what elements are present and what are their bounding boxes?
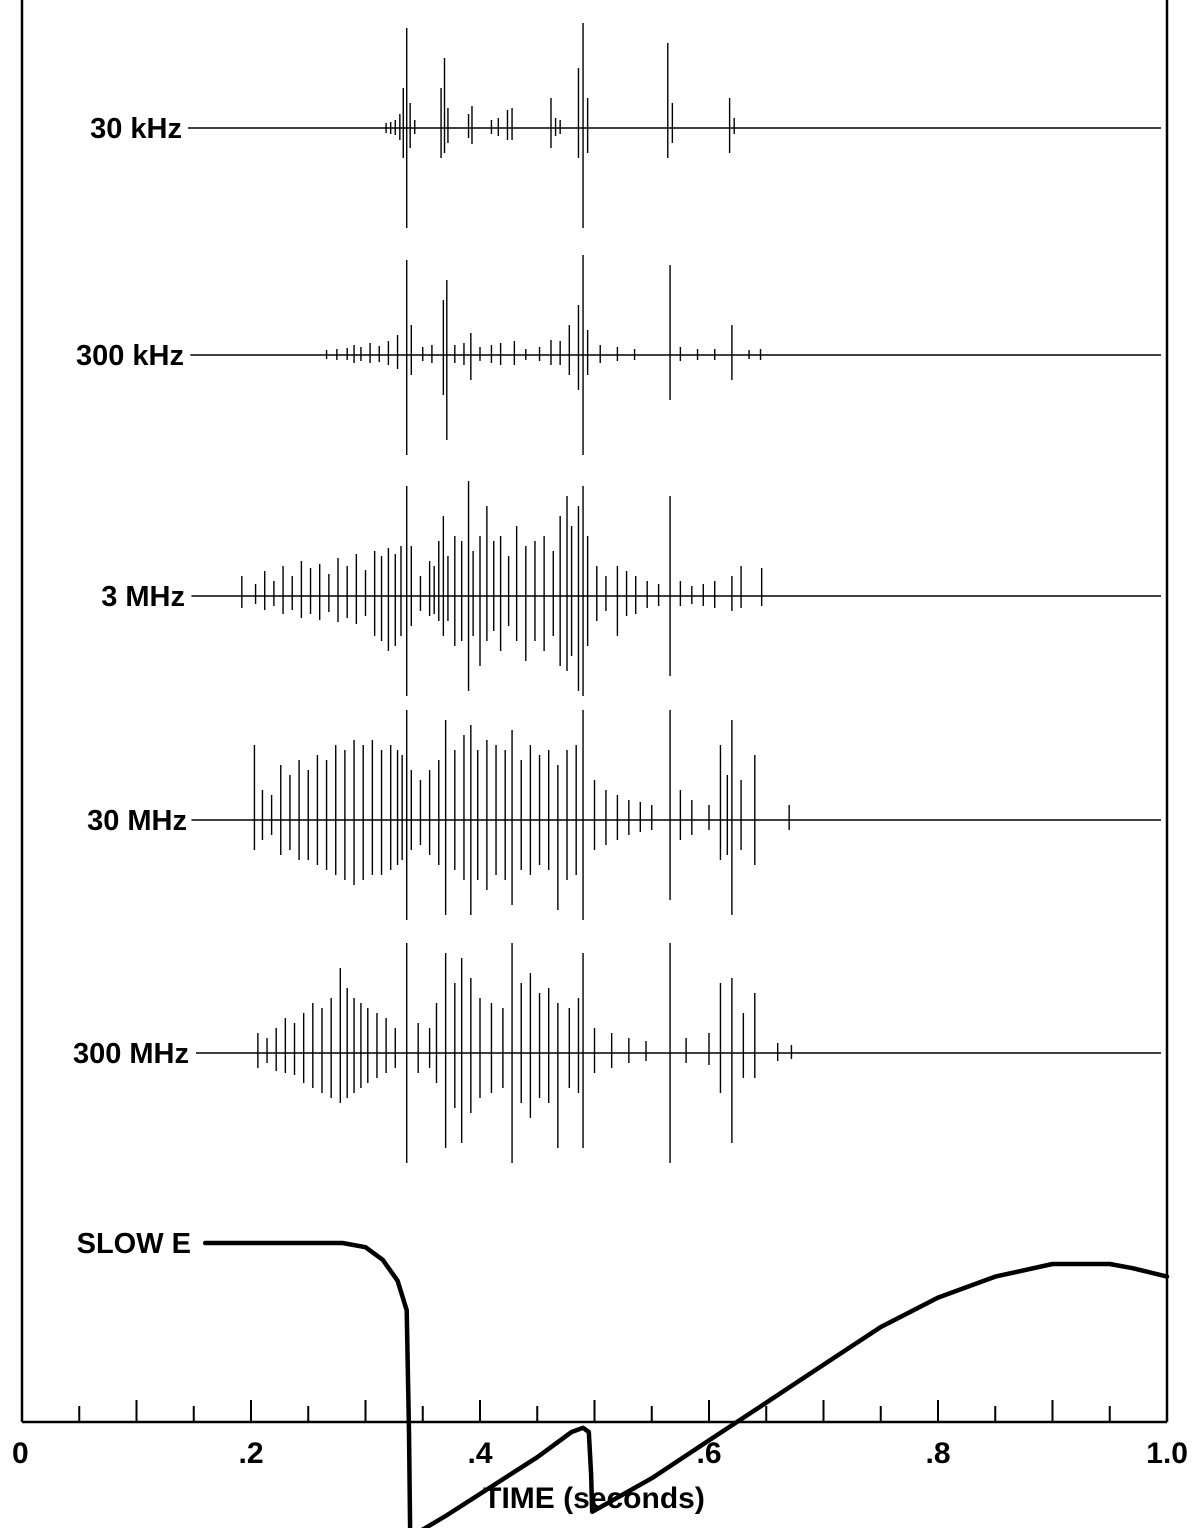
slow-e-curve: [202, 1240, 1170, 1528]
trace-label-300-mhz: 300 MHz: [73, 1038, 189, 1070]
trace-label-30-khz: 30 kHz: [90, 113, 182, 145]
x-axis-title: TIME (seconds): [483, 1482, 705, 1515]
trace-30-khz: 30 kHz: [90, 23, 1161, 228]
x-axis-ticks: [78, 1400, 1111, 1422]
x-tick-label: .8: [925, 1437, 950, 1470]
trace-group: 30 kHz 300 kHz 3 MHz 30 MHz 300 MHz SLOW E: [73, 23, 1170, 1528]
x-tick-label: .2: [238, 1437, 263, 1470]
trace-label-30-mhz: 30 MHz: [87, 805, 187, 837]
trace-300-mhz: 300 MHz: [73, 943, 1161, 1163]
trace-30-mhz: 30 MHz: [87, 710, 1161, 920]
trace-label-300-khz: 300 kHz: [76, 340, 184, 372]
x-tick-label: .6: [696, 1437, 721, 1470]
trace-3-mhz: 3 MHz: [101, 481, 1161, 696]
x-tick-label: .4: [467, 1437, 492, 1470]
x-tick-label: 1.0: [1146, 1437, 1188, 1470]
trace-label-slow-e: SLOW E: [77, 1228, 191, 1260]
trace-slow-e: SLOW E: [77, 1228, 1170, 1528]
x-tick-label: 0: [12, 1437, 29, 1470]
trace-300-khz: 300 kHz: [76, 255, 1161, 455]
x-axis-tick-labels: 0 .2 .4 .6 .8 1.0: [12, 1437, 1188, 1470]
trace-label-3-mhz: 3 MHz: [101, 581, 185, 613]
